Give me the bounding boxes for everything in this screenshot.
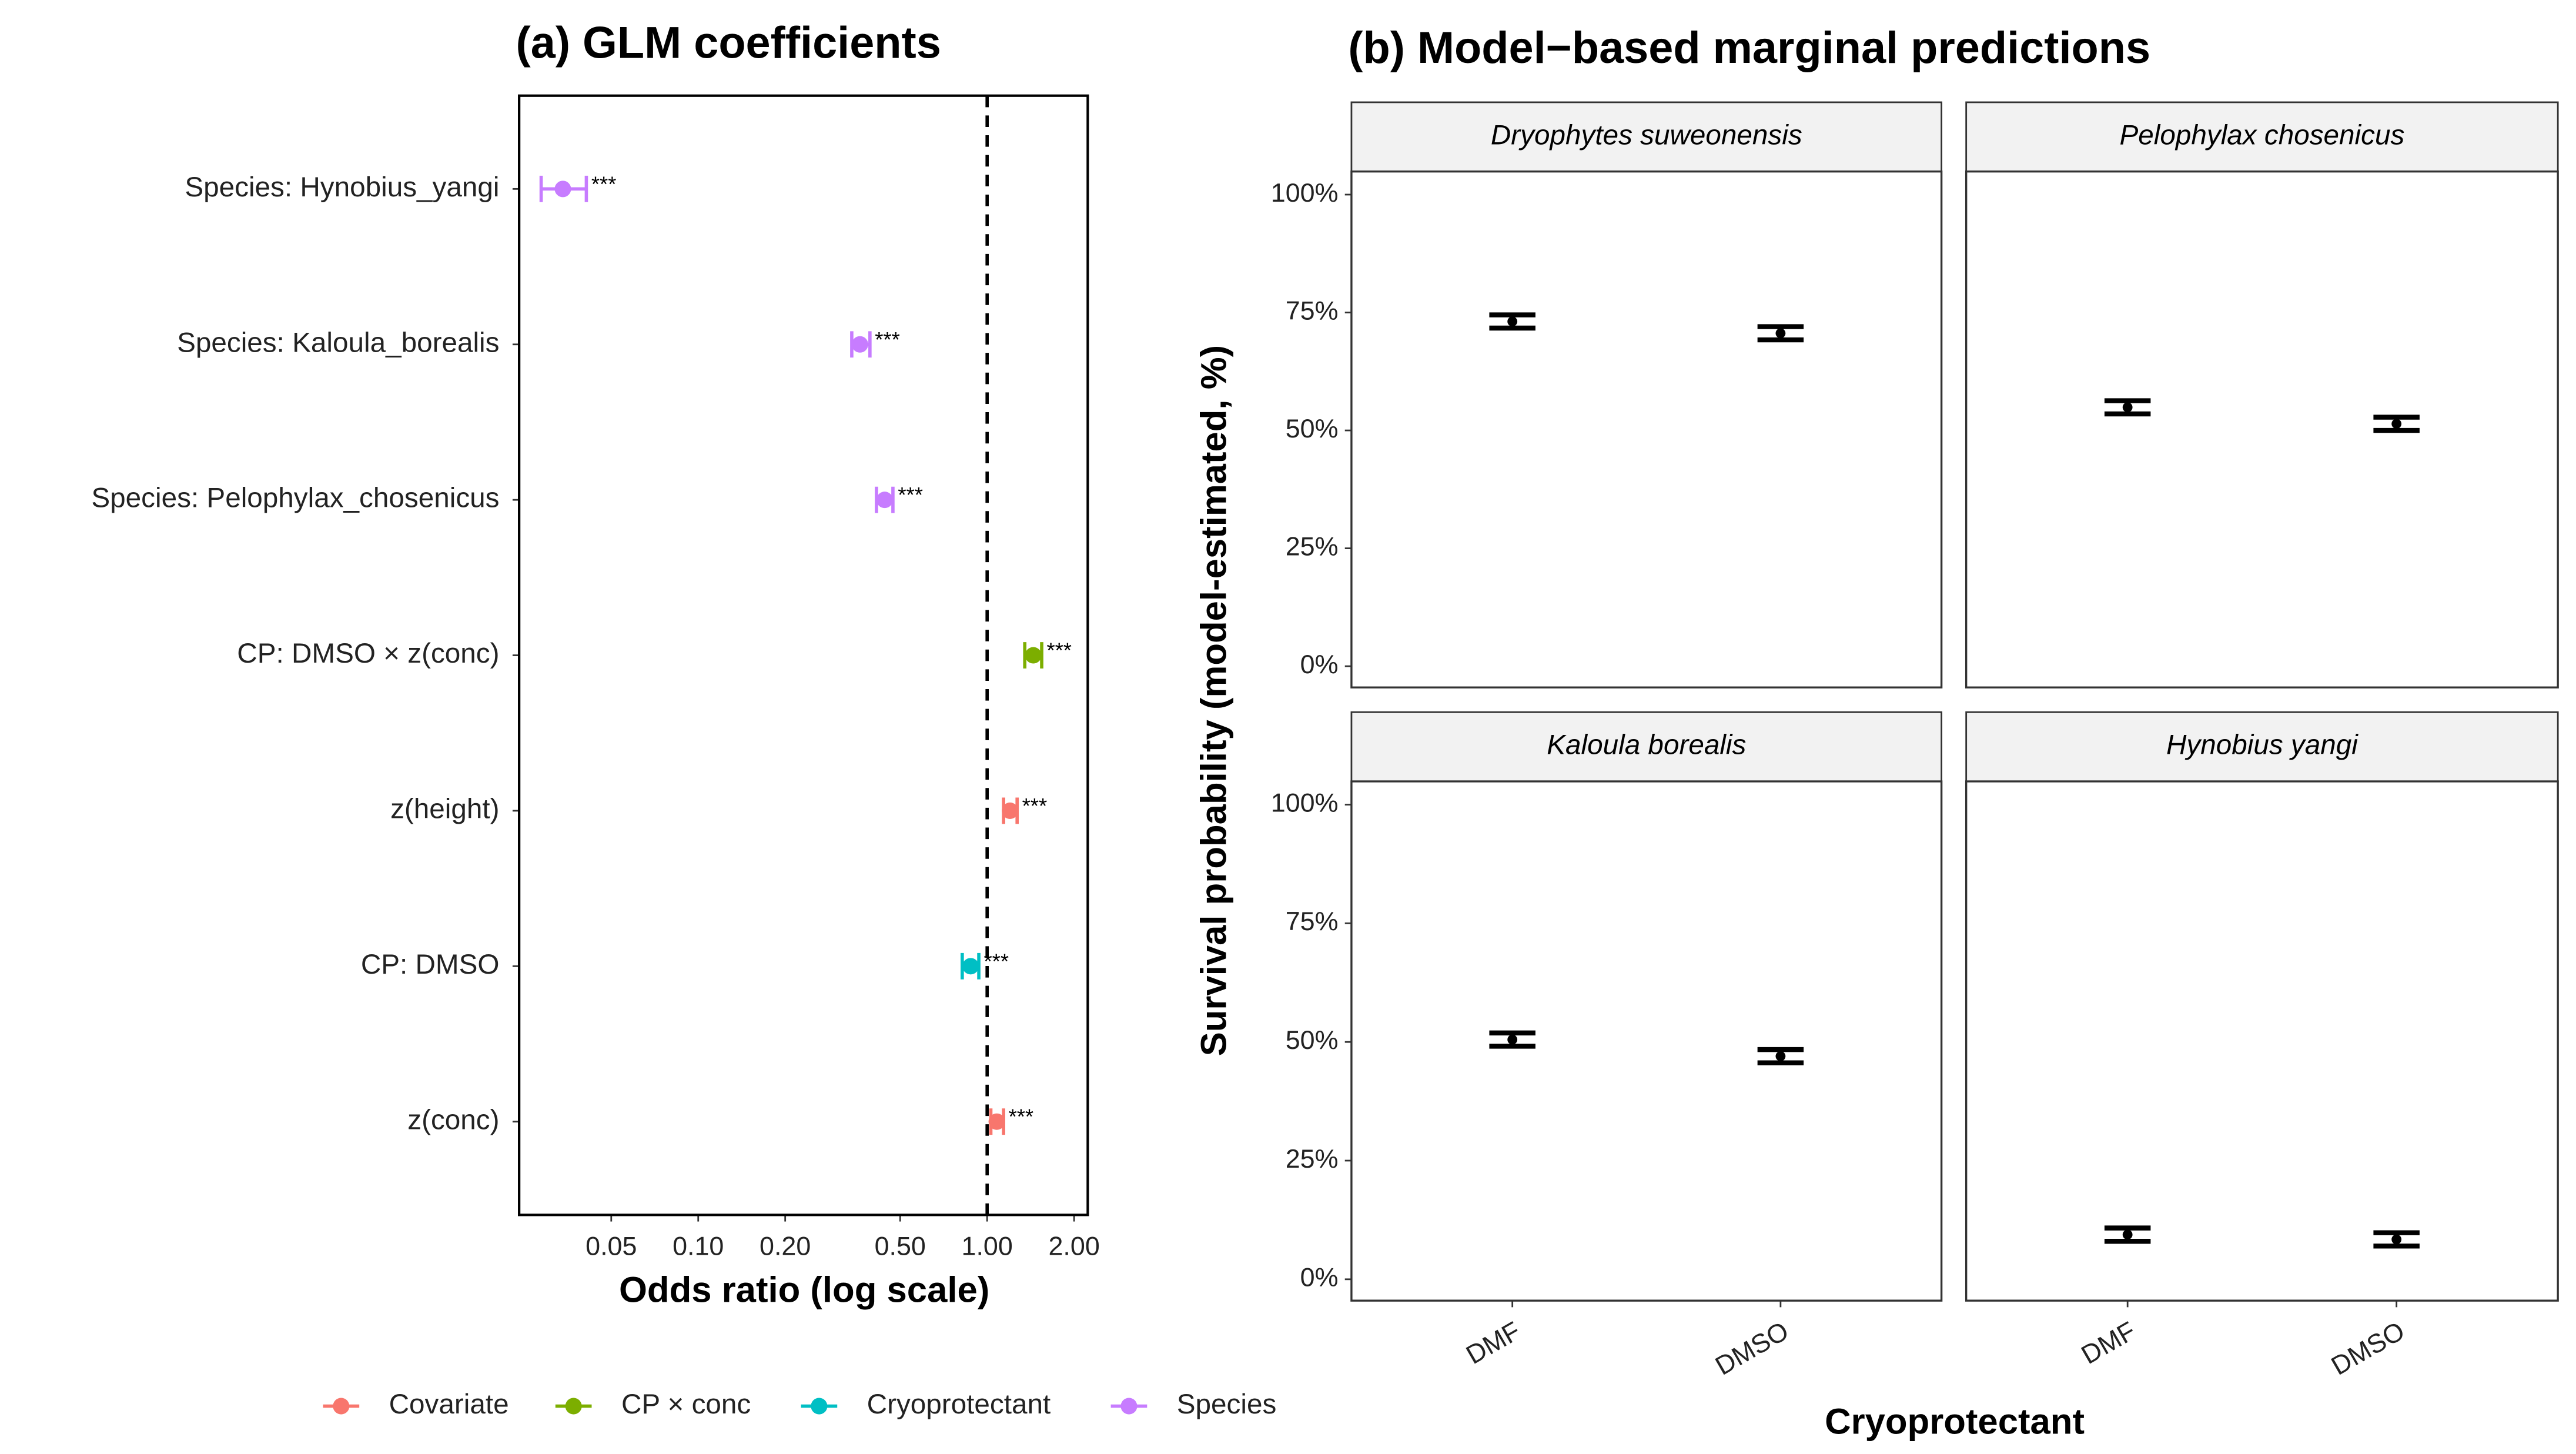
legend-swatch: [565, 1398, 582, 1415]
x-tick-label: 0.05: [586, 1231, 637, 1261]
facet-strip: [1965, 711, 2559, 783]
legend-label: CP × conc: [621, 1389, 751, 1420]
point: [2122, 402, 2133, 413]
y-tick-label: 75%: [1286, 906, 1339, 936]
point: [962, 958, 979, 975]
chart-title: (a) GLM coefficients: [516, 18, 941, 68]
x-axis-title: Odds ratio (log scale): [619, 1269, 989, 1310]
point: [1507, 316, 1518, 327]
y-tick-label: 100%: [1271, 178, 1339, 208]
chart-title: (b) Model−based marginal predictions: [1348, 23, 2150, 73]
y-tick-label: CP: DMSO × z(conc): [237, 638, 499, 669]
x-tick-label: 1.00: [962, 1231, 1013, 1261]
point: [2391, 1234, 2402, 1245]
significance-label: ***: [898, 483, 923, 507]
point: [1775, 1051, 1786, 1061]
point: [1507, 1034, 1518, 1045]
x-tick-label: 0.10: [673, 1231, 724, 1261]
y-tick-label: 50%: [1286, 1025, 1339, 1055]
y-tick-label: z(height): [390, 794, 499, 825]
point: [988, 1113, 1005, 1130]
significance-label: ***: [1046, 639, 1072, 663]
x-tick-label: 2.00: [1048, 1231, 1099, 1261]
facet-title: Pelophylax chosenicus: [2120, 119, 2405, 151]
legend-swatch: [333, 1398, 350, 1415]
facet-title: Hynobius yangi: [2166, 730, 2358, 761]
point: [554, 181, 571, 198]
y-tick-label: 0%: [1300, 1262, 1339, 1292]
y-tick-label: z(conc): [407, 1104, 499, 1135]
y-tick-label: 100%: [1271, 787, 1339, 817]
point: [1002, 802, 1019, 819]
facet-title: Kaloula borealis: [1547, 730, 1746, 761]
facet-strip: [1350, 711, 1943, 783]
significance-label: ***: [875, 327, 900, 352]
x-axis-title: Cryoprotectant: [1825, 1402, 2085, 1442]
point: [1025, 647, 1042, 664]
y-tick-label: Species: Pelophylax_chosenicus: [91, 483, 499, 514]
panel-border: [518, 94, 1089, 1216]
y-tick-label: 25%: [1286, 531, 1339, 561]
legend-label: Species: [1177, 1389, 1277, 1420]
facet-title: Dryophytes suweonensis: [1491, 119, 1802, 151]
significance-label: ***: [983, 949, 1009, 973]
facet-strip: [1350, 101, 1943, 173]
y-tick-label: 25%: [1286, 1144, 1339, 1174]
point: [876, 492, 893, 509]
legend-swatch: [1120, 1398, 1138, 1415]
point: [2391, 419, 2402, 429]
y-tick-label: 50%: [1286, 413, 1339, 443]
y-tick-label: Species: Kaloula_borealis: [177, 327, 499, 358]
panel-border: [1965, 780, 2559, 1302]
x-tick-label: 0.50: [875, 1231, 926, 1261]
significance-label: ***: [1009, 1105, 1034, 1129]
panel-border: [1350, 780, 1943, 1302]
y-tick-label: Species: Hynobius_yangi: [185, 172, 499, 203]
y-axis-title: Survival probability (model-estimated, %…: [1193, 345, 1234, 1056]
point: [1775, 328, 1786, 339]
significance-label: ***: [1022, 794, 1048, 818]
panel-border: [1965, 171, 2559, 688]
legend-label: Covariate: [389, 1389, 509, 1420]
point: [2122, 1229, 2133, 1240]
significance-label: ***: [591, 172, 617, 196]
panel-border: [1350, 171, 1943, 688]
legend-swatch: [811, 1398, 828, 1415]
point: [851, 336, 868, 353]
x-tick-label: 0.20: [760, 1231, 811, 1261]
y-tick-label: 0%: [1300, 649, 1339, 679]
y-tick-label: 75%: [1286, 295, 1339, 325]
y-tick-label: CP: DMSO: [361, 949, 500, 980]
legend-label: Cryoprotectant: [867, 1389, 1051, 1420]
